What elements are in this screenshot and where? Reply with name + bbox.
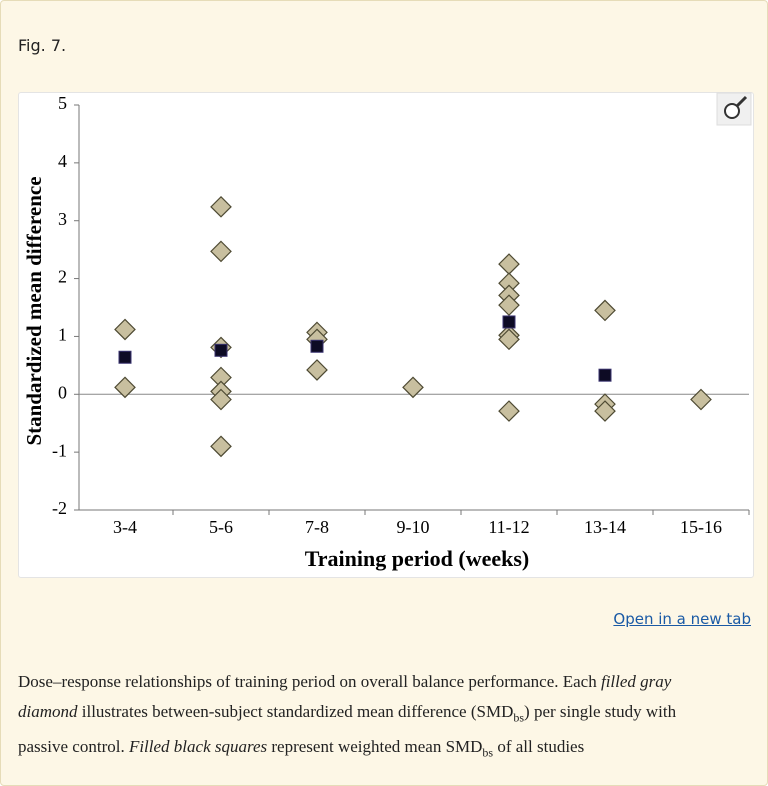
y-tick-label: 4	[58, 151, 67, 171]
y-tick-label: -1	[52, 440, 67, 460]
square-point	[598, 368, 612, 382]
caption: Dose–response relationships of training …	[18, 667, 730, 768]
diamond-point	[498, 253, 520, 275]
diamond-point	[402, 376, 424, 399]
zoom-icon[interactable]	[716, 92, 752, 126]
square-point	[502, 315, 516, 329]
diamond-point	[498, 400, 520, 422]
caption-text: ) per single study with passive control.	[18, 702, 677, 757]
x-tick-label: 7-8	[305, 517, 329, 537]
x-tick-label: 5-6	[209, 517, 233, 537]
x-tick-label: 13-14	[584, 517, 626, 537]
diamond-point	[210, 195, 232, 218]
diamond-point	[210, 240, 232, 263]
open-link[interactable]: Open in a new tab	[613, 610, 751, 628]
x-tick-label: 3-4	[113, 517, 137, 537]
diamond-point	[210, 435, 232, 458]
x-axis-label: Training period (weeks)	[305, 546, 529, 571]
diamond-point	[594, 299, 616, 322]
caption-text: filled gray diamond	[18, 672, 672, 721]
caption-text: represent weighted mean SMD	[267, 737, 483, 757]
diamond-point	[594, 400, 616, 422]
chart: Standardized mean difference Training pe…	[22, 92, 752, 571]
x-tick-label: 15-16	[680, 517, 722, 537]
diamond-point	[498, 328, 520, 351]
caption-text: Filled black squares	[128, 737, 268, 757]
square-point	[118, 350, 132, 364]
diamond-point	[114, 318, 136, 341]
caption-text: of all studies	[493, 737, 585, 757]
y-tick-label: 5	[58, 93, 67, 113]
figure-image	[18, 92, 754, 578]
y-tick-label: 0	[58, 382, 67, 402]
y-tick-label: 2	[58, 267, 67, 287]
figure-label: Fig. 7.	[18, 36, 67, 55]
x-tick-label: 9-10	[397, 517, 430, 537]
square-point	[214, 343, 228, 357]
diamond-point	[210, 388, 232, 411]
y-axis-label: Standardized mean difference	[22, 176, 46, 445]
x-tick-label: 11-12	[488, 517, 529, 537]
square-point	[310, 339, 324, 353]
diamond-point	[114, 376, 136, 399]
caption-text: bs	[482, 745, 494, 760]
diamond-point	[306, 359, 328, 381]
caption-text: bs	[513, 710, 525, 725]
y-tick-label: 1	[58, 325, 67, 345]
diamond-point	[498, 294, 520, 317]
caption-text: Dose–response relationships of training …	[18, 672, 601, 691]
caption-text: illustrates between-subject standardized…	[77, 702, 514, 721]
diamond-point	[690, 388, 712, 411]
y-tick-label: -2	[52, 498, 67, 518]
y-tick-label: 3	[58, 209, 67, 229]
